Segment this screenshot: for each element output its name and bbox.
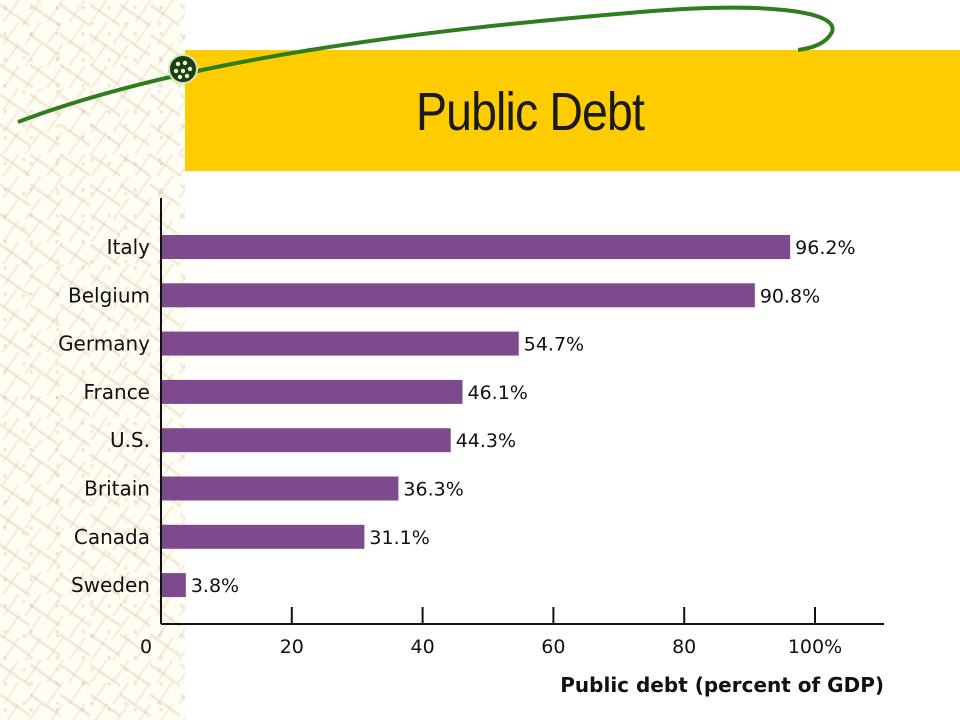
- category-label: Belgium: [68, 283, 150, 307]
- data-label: 36.3%: [403, 479, 463, 501]
- data-label: 44.3%: [456, 430, 516, 452]
- category-label: Canada: [74, 525, 150, 549]
- x-tick-label: 40: [411, 636, 435, 658]
- x-tick-label: 100%: [788, 636, 842, 658]
- x-tick-label: 20: [280, 636, 304, 658]
- swoosh-decoration: [17, 5, 835, 124]
- title-bar: [185, 50, 960, 171]
- data-label: 96.2%: [795, 237, 855, 259]
- bar: [162, 428, 451, 453]
- swoosh-orb-icon: [168, 54, 198, 84]
- bar: [162, 524, 365, 549]
- category-label: France: [83, 380, 150, 404]
- data-label: 31.1%: [369, 527, 429, 549]
- x-tick-label: 60: [541, 636, 565, 658]
- category-label: U.S.: [110, 428, 150, 452]
- bar: [162, 331, 519, 356]
- data-label: 90.8%: [760, 285, 820, 307]
- bar: [162, 476, 399, 501]
- bar: [162, 235, 791, 259]
- bar: [162, 283, 755, 308]
- x-tick-label: 80: [672, 636, 696, 658]
- bar: [162, 573, 186, 598]
- page-title: Public Debt: [415, 82, 645, 142]
- category-label: Germany: [58, 332, 150, 356]
- bar: [162, 379, 463, 404]
- x-axis-label: Public debt (percent of GDP): [560, 673, 884, 697]
- category-label: Britain: [84, 477, 150, 501]
- category-label: Sweden: [71, 573, 150, 597]
- category-label: Italy: [107, 235, 151, 259]
- x-tick-label: 0: [140, 636, 152, 658]
- data-label: 46.1%: [467, 382, 527, 404]
- data-label: 54.7%: [524, 334, 584, 356]
- data-label: 3.8%: [191, 575, 239, 597]
- molecule-pattern-background: [0, 0, 185, 720]
